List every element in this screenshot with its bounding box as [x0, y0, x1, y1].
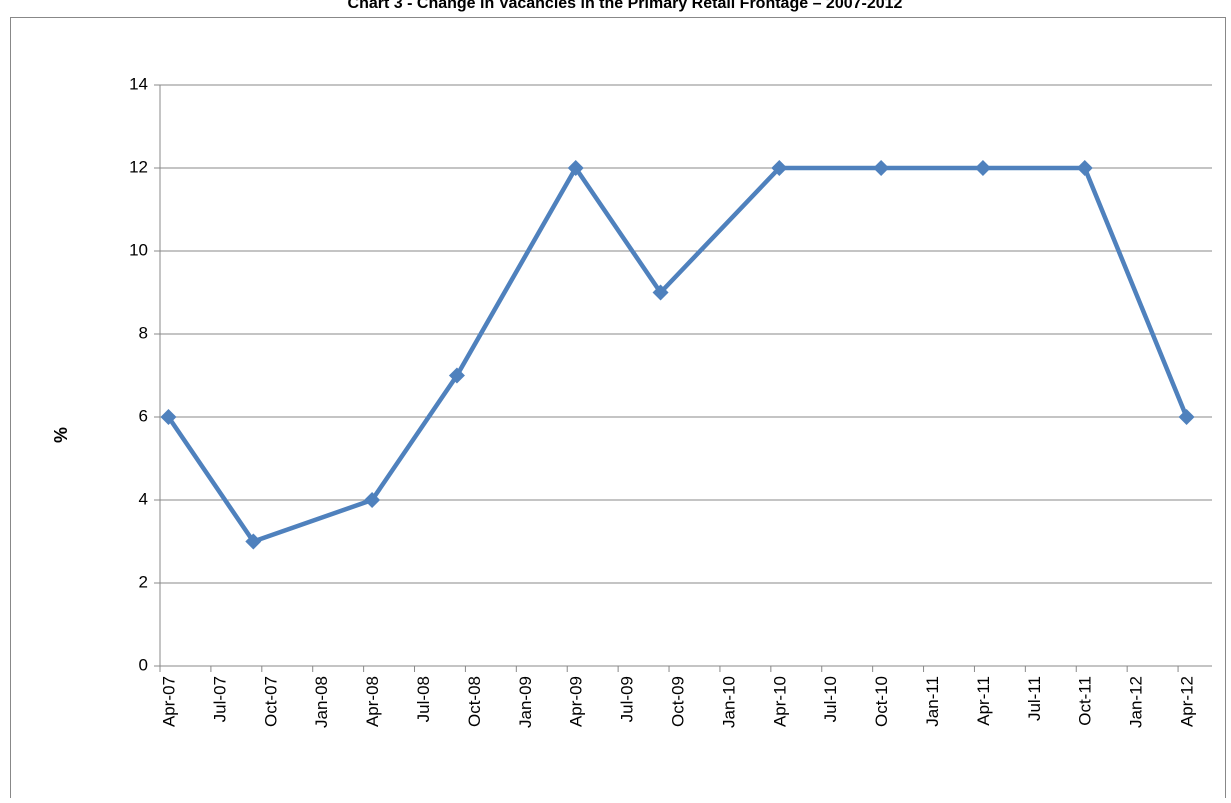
data-point — [448, 367, 465, 384]
x-tick-label: Jan-12 — [1127, 676, 1146, 728]
x-tick-label: Apr-12 — [1178, 676, 1197, 727]
x-tick-label: Jul-09 — [618, 676, 637, 722]
x-tick-label: Oct-07 — [261, 676, 280, 727]
x-tick-label: Apr-11 — [974, 676, 993, 726]
x-tick-label: Jul-07 — [210, 676, 229, 722]
data-point — [652, 284, 669, 301]
x-tick-label: Apr-09 — [567, 676, 586, 727]
y-tick-label: 6 — [139, 406, 148, 425]
x-tick-label: Oct-09 — [669, 676, 688, 727]
y-tick-label: 4 — [139, 489, 148, 508]
data-point — [364, 492, 381, 508]
data-point — [873, 160, 890, 176]
x-tick-label: Oct-11 — [1076, 676, 1095, 726]
x-tick-label: Jan-11 — [923, 676, 942, 727]
x-tick-label: Oct-08 — [465, 676, 484, 727]
x-tick-label: Oct-10 — [872, 676, 891, 727]
data-point — [567, 160, 584, 176]
x-tick-label: Jan-09 — [516, 676, 535, 728]
y-tick-label: 0 — [139, 655, 148, 674]
y-tick-label: 12 — [129, 157, 148, 176]
data-point — [1178, 409, 1195, 425]
x-tick-label: Apr-10 — [770, 676, 789, 727]
chart-border — [10, 17, 1226, 803]
chart-title: Chart 3 - Change in Vacancies in the Pri… — [348, 0, 903, 12]
x-tick-label: Apr-07 — [159, 676, 178, 727]
x-tick-label: Jan-08 — [312, 676, 331, 728]
x-tick-label: Jul-10 — [821, 676, 840, 722]
data-point — [1076, 160, 1093, 176]
y-tick-label: 8 — [139, 323, 148, 342]
data-point — [771, 160, 788, 176]
data-point — [245, 533, 262, 550]
x-tick-label: Apr-08 — [363, 676, 382, 727]
x-tick-label: Jan-10 — [719, 676, 738, 728]
y-tick-label: 2 — [139, 572, 148, 591]
data-point — [974, 160, 991, 176]
x-tick-label: Jul-11 — [1025, 676, 1044, 721]
y-tick-label: 10 — [129, 240, 148, 259]
x-tick-label: Jul-08 — [414, 676, 433, 722]
data-point — [160, 409, 177, 425]
y-axis-label: % — [51, 427, 71, 443]
y-tick-label: 14 — [129, 74, 148, 93]
